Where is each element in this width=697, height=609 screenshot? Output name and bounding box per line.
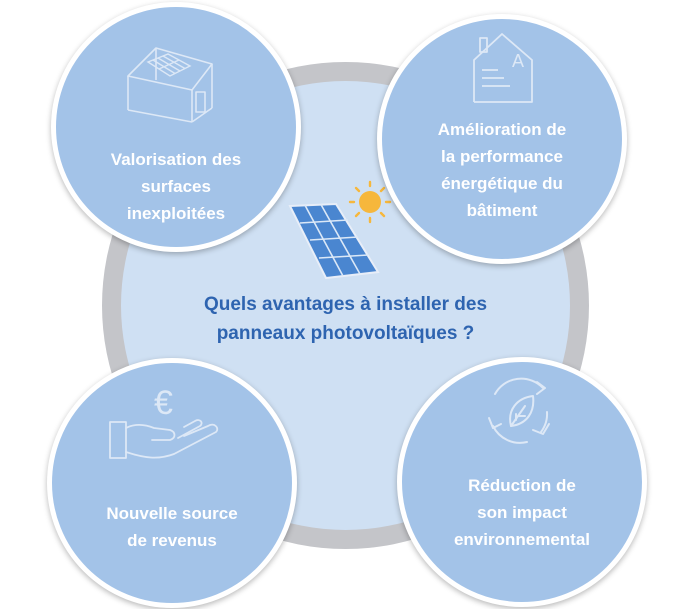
- benefit-label-performance: Amélioration de la performance énergétiq…: [437, 120, 567, 220]
- solar-panel-icon: [288, 202, 380, 280]
- sun-icon: [348, 180, 392, 224]
- benefit-circle-revenue: [47, 358, 297, 608]
- euro-symbol: €: [154, 384, 173, 422]
- benefit-circle-performance: [377, 14, 627, 264]
- euro-coin-hand-icon: €: [109, 384, 219, 459]
- central-question: Quels avantages à installer des panneaux…: [203, 294, 488, 344]
- benefit-label-surfaces: Valorisation des surfaces inexploitées: [110, 150, 242, 223]
- benefit-label-environment: Réduction de son impact environnemental: [453, 476, 591, 549]
- energy-class-letter: A: [512, 51, 524, 71]
- recycling-leaf-icon: [488, 377, 550, 444]
- benefit-circle-surfaces: [51, 2, 301, 252]
- benefit-circle-environment: [397, 357, 647, 607]
- house-with-solar-panels-icon: [127, 47, 213, 123]
- energy-rating-house-icon: A: [473, 33, 533, 103]
- benefit-label-revenue: Nouvelle source de revenus: [106, 504, 238, 550]
- solar-panel-sun-icon: [288, 180, 392, 280]
